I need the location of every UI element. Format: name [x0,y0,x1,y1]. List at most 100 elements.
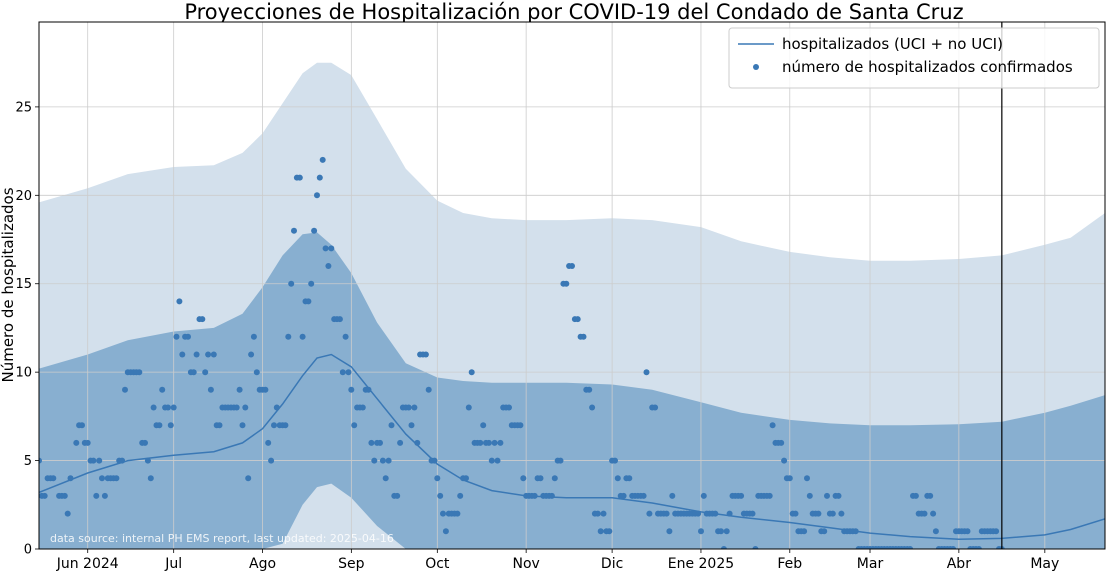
data-point [165,404,171,411]
data-point [368,439,375,446]
data-point [700,492,707,499]
data-point [786,475,793,482]
data-point [557,457,564,464]
data-point [142,439,148,446]
x-tick-label: Ene 2025 [668,556,734,571]
data-point [975,546,982,549]
y-axis-label: Número de hospitalizados [0,187,17,382]
data-point [379,457,386,464]
data-point [64,510,71,517]
data-point [193,351,200,358]
data-point [239,422,246,429]
plot-frame [38,21,1106,550]
data-point [119,457,126,464]
data-point [136,369,143,376]
data-point [328,245,335,252]
x-tick-label: Feb [777,556,802,571]
data-point [250,333,257,340]
data-point [463,475,469,482]
data-point [497,439,504,446]
data-point [652,404,659,411]
series-line-hospitalizados [39,353,1105,541]
data-point [144,457,151,464]
data-point [348,386,355,393]
data-point [698,528,704,535]
data-point [342,333,349,340]
data-point [382,475,389,482]
data-point [96,457,103,464]
data-point [457,492,464,499]
data-point [723,528,730,535]
data-point [738,492,745,499]
data-point [122,386,128,393]
data-source-note: data source: internal PH EMS report, las… [50,532,394,545]
data-point [574,316,581,323]
data-point [425,386,432,393]
y-tick-label: 15 [15,277,32,292]
points-layer [39,156,1005,549]
data-point [90,457,97,464]
data-point [801,528,808,535]
data-point [643,369,650,376]
chart-title: Proyecciones de Hospitalización por COVI… [184,0,963,24]
data-point [113,475,120,482]
data-point [932,528,939,535]
legend-box [728,27,1100,89]
data-point [414,439,421,446]
data-point [537,475,544,482]
ticks-layer: Jun 2024 Jul Ago Sep Oct Nov Dic Ene 2025 Feb Mar… [15,100,1059,571]
data-point [345,369,352,376]
data-point [305,298,312,305]
data-point [506,404,512,411]
x-tick-label: Ago [249,556,276,571]
data-point [465,404,472,411]
data-point [531,492,538,499]
y-tick-label: 20 [15,189,32,204]
data-point [829,510,836,517]
data-point [440,510,446,517]
plot-area: Jun 2024 Jul Ago Sep Oct Nov Dic Ene 2025 Feb Mar… [15,21,1106,571]
data-point [207,386,214,393]
data-point [282,422,289,429]
data-point [626,475,633,482]
x-tick-label: May [1030,556,1059,571]
data-point [319,156,326,163]
data-point [824,492,830,499]
data-point [614,475,621,482]
data-point [185,333,191,340]
data-point [170,404,177,411]
data-point [569,263,575,269]
data-point [84,439,91,446]
data-point [488,457,495,464]
data-point [477,439,484,446]
data-point [159,386,166,393]
data-point [265,439,272,446]
data-point [314,192,320,199]
data-point [176,298,183,305]
data-point [600,510,607,517]
data-point [769,422,776,429]
data-point [494,457,501,464]
data-point [268,457,275,464]
data-point [67,475,74,482]
data-point [61,492,68,499]
data-point [950,546,957,549]
data-point [434,475,441,482]
data-point [646,510,653,517]
legend-label-line: hospitalizados (UCI + no UCI) [782,35,1003,53]
data-point [308,280,315,287]
data-point [431,457,438,464]
data-point [79,422,85,429]
data-point [726,510,733,517]
data-point [778,439,785,446]
data-point [99,475,105,482]
data-point [39,457,42,464]
data-point [93,492,100,499]
data-point [210,351,217,358]
data-point [351,422,358,429]
data-point [993,528,1000,535]
data-point [695,510,702,517]
y-tick-label: 25 [15,100,32,115]
data-point [291,227,297,234]
data-point [821,528,828,535]
